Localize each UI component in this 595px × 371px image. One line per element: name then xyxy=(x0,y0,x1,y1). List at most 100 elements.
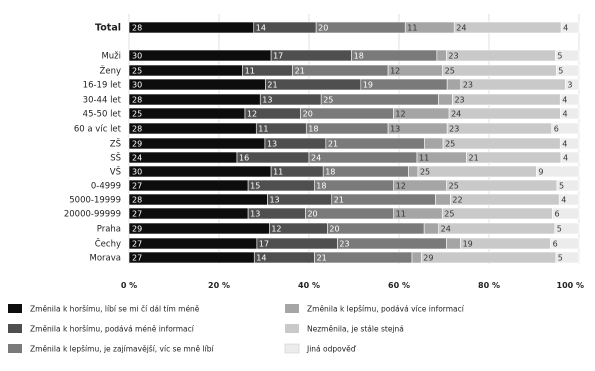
bar-segment xyxy=(559,137,580,150)
legend-swatch xyxy=(284,343,300,354)
bar-row-45-50-let: 25 12 20 12 24 4 xyxy=(128,107,580,120)
data-label: 5 xyxy=(557,225,562,234)
bar-segment xyxy=(360,78,448,91)
bar-segment xyxy=(565,78,580,91)
bar-segment xyxy=(536,165,580,178)
bar-segment xyxy=(128,64,243,77)
bar-segment xyxy=(441,207,553,220)
data-label: 18 xyxy=(316,182,326,191)
x-tick-label: 20 % xyxy=(208,281,230,290)
data-label: 18 xyxy=(308,125,318,134)
data-label: 12 xyxy=(271,225,281,234)
bar-segment xyxy=(460,237,551,250)
data-label: 12 xyxy=(395,110,405,119)
legend-swatch xyxy=(285,324,299,333)
data-label: 21 xyxy=(328,140,338,149)
data-label: 24 xyxy=(311,154,321,163)
bar-segment xyxy=(128,137,266,150)
bar-segment xyxy=(442,137,561,150)
x-axis-ticks: 0 % 20 % 40 % 60 % 80 % 100 % xyxy=(121,281,584,290)
x-tick-label: 0 % xyxy=(121,281,137,290)
legend-swatch xyxy=(8,344,22,353)
data-label: 29 xyxy=(132,140,142,149)
bar-row-muzi: 30 17 18 23 5 xyxy=(128,49,580,62)
bar-segment xyxy=(420,251,557,264)
data-label: 4 xyxy=(563,24,568,33)
legend-swatch xyxy=(8,324,22,333)
bar-segment xyxy=(554,222,580,235)
bar-segment xyxy=(128,21,255,34)
data-label: 25 xyxy=(420,168,430,177)
bar-segment xyxy=(411,251,422,264)
data-label: 28 xyxy=(132,96,142,105)
bar-segment xyxy=(408,165,419,178)
bar-segment xyxy=(551,122,580,135)
bar-segment xyxy=(446,49,556,62)
bar-segment xyxy=(466,151,562,164)
data-label: 11 xyxy=(245,67,255,76)
bar-segment xyxy=(424,137,444,150)
bar-segment xyxy=(442,64,557,77)
legend-item-4: Změnila k lepšímu, podává více informací xyxy=(285,304,465,314)
bar-segment xyxy=(453,21,562,34)
bar-segment xyxy=(325,137,425,150)
data-label: 30 xyxy=(132,168,142,177)
data-label: 11 xyxy=(258,125,268,134)
data-label: 6 xyxy=(554,125,559,134)
data-label: 11 xyxy=(396,210,406,219)
data-label: 19 xyxy=(363,81,373,90)
data-label: 25 xyxy=(445,140,455,149)
legend-label: Změnila k lepšímu, je zajímavější, víc s… xyxy=(30,345,214,354)
category-label: Čechy xyxy=(95,238,121,250)
data-label: 17 xyxy=(259,240,269,249)
bar-segment xyxy=(128,78,266,91)
bar-segment xyxy=(446,179,558,192)
data-label: 20 xyxy=(318,24,328,33)
data-label: 24 xyxy=(132,154,142,163)
data-label: 22 xyxy=(452,196,462,205)
data-label: 24 xyxy=(441,225,451,234)
data-label: 25 xyxy=(449,182,459,191)
data-label: 21 xyxy=(295,67,305,76)
data-label: 27 xyxy=(132,210,142,219)
data-label: 3 xyxy=(567,81,572,90)
data-label: 11 xyxy=(419,154,429,163)
data-label: 18 xyxy=(325,168,335,177)
category-label: 20000-99999 xyxy=(64,210,121,220)
legend-label: Změnila k horšímu, podává méně informací xyxy=(30,325,195,334)
bar-segment xyxy=(292,64,389,77)
data-label: 13 xyxy=(250,210,260,219)
data-label: 11 xyxy=(273,168,283,177)
legend-item-6: Jiná odpověď xyxy=(284,343,357,354)
data-label: 25 xyxy=(323,96,333,105)
data-label: 12 xyxy=(396,182,406,191)
bar-row-0-4999: 27 15 18 12 25 5 xyxy=(128,179,580,192)
category-label: Muži xyxy=(101,52,121,62)
bar-segment xyxy=(308,151,418,164)
data-label: 23 xyxy=(339,240,349,249)
data-label: 29 xyxy=(132,225,142,234)
data-label: 15 xyxy=(250,182,260,191)
data-label: 24 xyxy=(456,24,466,33)
bar-segment xyxy=(450,193,560,206)
data-label: 20 xyxy=(307,210,317,219)
bar-segment xyxy=(305,122,389,135)
category-label: 0-4999 xyxy=(91,182,121,192)
data-label: 21 xyxy=(267,81,277,90)
bar-segment xyxy=(438,222,556,235)
bar-segment xyxy=(555,49,580,62)
category-label: Morava xyxy=(90,254,121,264)
legend-item-2: Změnila k horšímu, podává méně informací xyxy=(8,324,195,334)
category-label: 60 a víc let xyxy=(74,125,122,135)
bar-row-zeny: 25 11 21 12 25 5 xyxy=(128,64,580,77)
category-label: Praha xyxy=(97,225,121,235)
bar-segment xyxy=(417,165,537,178)
data-label: 19 xyxy=(463,240,473,249)
bar-segment xyxy=(556,179,580,192)
data-label: 5 xyxy=(558,67,563,76)
bar-segment xyxy=(128,93,261,106)
bar-row-30-44-let: 28 13 25 23 4 xyxy=(128,93,580,106)
data-label: 12 xyxy=(247,110,257,119)
bar-segment xyxy=(128,207,249,220)
data-label: 23 xyxy=(454,96,464,105)
